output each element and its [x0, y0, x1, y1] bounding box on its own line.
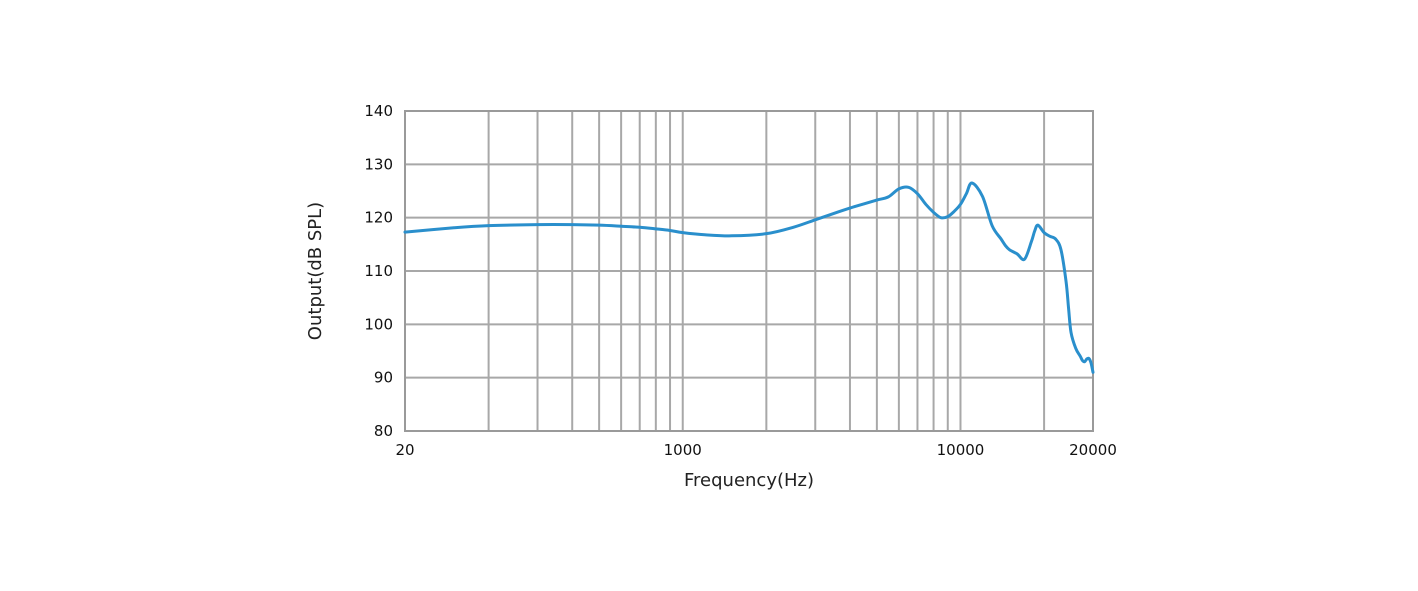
x-tick-label: 1000: [664, 441, 702, 459]
x-tick-label: 20: [395, 441, 414, 459]
x-tick-label: 10000: [937, 441, 985, 459]
y-tick-label: 90: [374, 369, 393, 387]
grid: [404, 110, 1094, 432]
y-tick-label: 110: [364, 262, 393, 280]
plot-frame: [404, 110, 1094, 432]
series-group: [403, 181, 1095, 374]
x-axis-label: Frequency(Hz): [684, 470, 814, 491]
x-tick-label: 20000: [1069, 441, 1117, 459]
y-tick-label: 120: [364, 209, 393, 227]
y-tick-label: 130: [364, 155, 393, 173]
y-tick-label: 140: [364, 102, 393, 120]
y-tick-label: 80: [374, 422, 393, 440]
y-axis-label: Output(dB SPL): [305, 202, 326, 340]
x-axis-ticks: 20 1000 10000 20000: [395, 441, 1116, 459]
y-axis-ticks: 80 90 100 110 120 130 140: [364, 102, 393, 440]
y-tick-label: 100: [364, 315, 393, 333]
series-line: [403, 181, 1095, 374]
